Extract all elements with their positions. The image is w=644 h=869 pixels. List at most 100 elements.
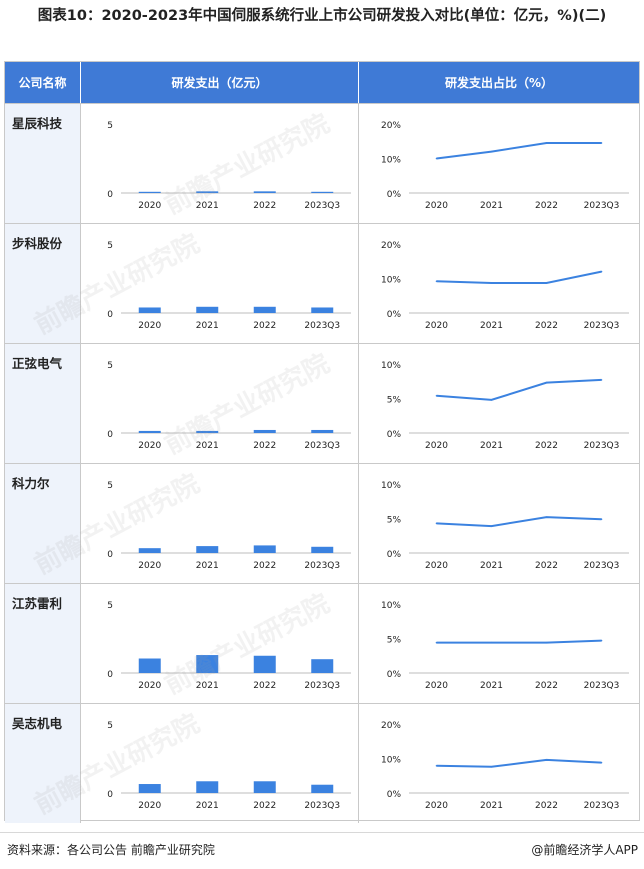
- x-tick-label: 2022: [535, 561, 558, 571]
- data-point: [435, 394, 438, 397]
- y-tick-label: 10%: [381, 156, 401, 166]
- y-tick-label: 0%: [387, 430, 402, 440]
- company-name: 步科股份: [5, 224, 81, 343]
- x-tick-label: 2023Q3: [584, 321, 620, 331]
- x-tick-label: 2023Q3: [304, 321, 340, 331]
- chart-title: 图表10：2020-2023年中国伺服系统行业上市公司研发投入对比(单位：亿元，…: [37, 8, 607, 24]
- data-point: [600, 270, 603, 273]
- bar: [311, 659, 334, 673]
- y-tick-label: 5: [107, 721, 113, 731]
- bar: [311, 546, 334, 553]
- data-point: [545, 282, 548, 284]
- x-tick-label: 2021: [196, 441, 219, 451]
- data-point: [545, 142, 548, 144]
- bar: [196, 546, 219, 553]
- x-tick-label: 2020: [138, 201, 161, 211]
- x-tick-label: 2021: [196, 561, 219, 571]
- x-tick-label: 2022: [535, 321, 558, 331]
- data-point: [600, 379, 603, 381]
- header-ratio: 研发支出占比（%）: [359, 62, 639, 103]
- data-point: [490, 399, 493, 401]
- y-tick-label: 20%: [381, 721, 401, 731]
- x-tick-label: 2021: [480, 441, 503, 451]
- bar: [138, 548, 161, 553]
- y-tick-label: 0%: [387, 550, 402, 560]
- y-tick-label: 10%: [381, 601, 401, 611]
- x-tick-label: 2023Q3: [584, 201, 620, 211]
- ratio-chart-cell: 0% 10% 20% 2020 2021 2022 2023Q3: [359, 704, 639, 823]
- ratio-line-chart: 0% 5% 10% 2020 2021 2022 2023Q3: [381, 481, 629, 571]
- data-point: [545, 516, 548, 518]
- spend-bar-chart: 0 5 2020 2021 2022 2023Q3: [107, 721, 351, 811]
- company-name: 正弦电气: [5, 344, 81, 463]
- x-tick-label: 2020: [138, 561, 161, 571]
- x-tick-label: 2020: [425, 801, 448, 811]
- x-tick-label: 2020: [138, 441, 161, 451]
- spend-chart-cell: 0 5 2020 2021 2022 2023Q3: [81, 584, 359, 703]
- spend-bar-chart: 0 5 2020 2021 2022 2023Q3: [107, 361, 351, 451]
- spend-chart-cell: 0 5 2020 2021 2022 2023Q3: [81, 344, 359, 463]
- bar: [196, 430, 219, 433]
- data-point: [545, 759, 548, 761]
- x-tick-label: 2021: [196, 321, 219, 331]
- x-tick-label: 2023Q3: [584, 561, 620, 571]
- bar: [253, 545, 276, 553]
- source-note: 资料来源：各公司公告 前瞻产业研究院: [7, 843, 215, 857]
- comparison-table: 公司名称 研发支出（亿元） 研发支出占比（%） 星辰科技 0 5 2020 2021 20…: [4, 61, 640, 823]
- bar: [138, 784, 161, 793]
- x-tick-label: 2022: [535, 681, 558, 691]
- x-tick-label: 2020: [425, 441, 448, 451]
- bar: [196, 306, 219, 313]
- x-tick-label: 2022: [535, 201, 558, 211]
- x-tick-label: 2020: [138, 801, 161, 811]
- bar: [138, 430, 161, 433]
- ratio-line-chart: 0% 5% 10% 2020 2021 2022 2023Q3: [381, 601, 629, 691]
- ratio-line-chart: 0% 10% 20% 2020 2021 2022 2023Q3: [381, 721, 629, 811]
- y-tick-label: 20%: [381, 241, 401, 251]
- x-tick-label: 2020: [138, 681, 161, 691]
- header-spend: 研发支出（亿元）: [81, 62, 359, 103]
- y-tick-label: 5: [107, 121, 113, 131]
- y-tick-label: 10%: [381, 756, 401, 766]
- data-point: [435, 280, 438, 283]
- table-row: 江苏雷利 0 5 2020 2021 2022 2023Q3 0% 5% 10% 2020 2021 2…: [5, 583, 639, 704]
- table-row: 科力尔 0 5 2020 2021 2022 2023Q3 0% 5% 10% 2020 2021 20…: [5, 463, 639, 584]
- ratio-series-line: [436, 270, 602, 284]
- bar: [196, 191, 219, 193]
- data-point: [435, 157, 438, 160]
- x-tick-label: 2021: [480, 201, 503, 211]
- bar: [311, 307, 334, 313]
- spend-chart-cell: 0 5 2020 2021 2022 2023Q3: [81, 464, 359, 583]
- bar: [138, 307, 161, 313]
- y-tick-label: 5: [107, 481, 113, 491]
- data-point: [490, 765, 493, 768]
- x-tick-label: 2022: [253, 681, 276, 691]
- x-tick-label: 2023Q3: [304, 441, 340, 451]
- y-tick-label: 0: [107, 310, 113, 320]
- x-tick-label: 2020: [425, 321, 448, 331]
- data-point: [435, 641, 438, 644]
- ratio-chart-cell: 0% 10% 20% 2020 2021 2022 2023Q3: [359, 104, 639, 223]
- x-tick-label: 2021: [480, 561, 503, 571]
- company-name: 星辰科技: [5, 104, 81, 223]
- spend-bar-chart: 0 5 2020 2021 2022 2023Q3: [107, 601, 351, 691]
- x-tick-label: 2020: [425, 681, 448, 691]
- data-point: [545, 381, 548, 384]
- ratio-series-line: [436, 758, 602, 768]
- ratio-chart-cell: 0% 5% 10% 2020 2021 2022 2023Q3: [359, 344, 639, 463]
- x-tick-label: 2022: [253, 441, 276, 451]
- y-tick-label: 0%: [387, 190, 402, 200]
- data-point: [490, 525, 493, 527]
- y-tick-label: 0: [107, 790, 113, 800]
- spend-chart-cell: 0 5 2020 2021 2022 2023Q3: [81, 704, 359, 823]
- spend-bar-chart: 0 5 2020 2021 2022 2023Q3: [107, 121, 351, 211]
- x-tick-label: 2020: [425, 201, 448, 211]
- x-tick-label: 2023Q3: [584, 681, 620, 691]
- x-tick-label: 2022: [535, 441, 558, 451]
- x-tick-label: 2020: [425, 561, 448, 571]
- y-tick-label: 10%: [381, 481, 401, 491]
- ratio-series-line: [436, 639, 602, 644]
- ratio-chart-cell: 0% 5% 10% 2020 2021 2022 2023Q3: [359, 464, 639, 583]
- data-point: [600, 761, 603, 764]
- ratio-series-line: [436, 516, 602, 528]
